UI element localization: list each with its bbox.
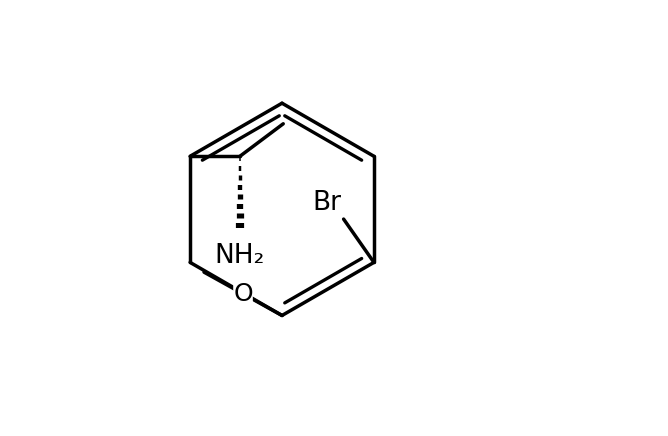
- Text: O: O: [233, 282, 253, 306]
- Text: Br: Br: [313, 191, 341, 217]
- Text: NH₂: NH₂: [215, 243, 265, 269]
